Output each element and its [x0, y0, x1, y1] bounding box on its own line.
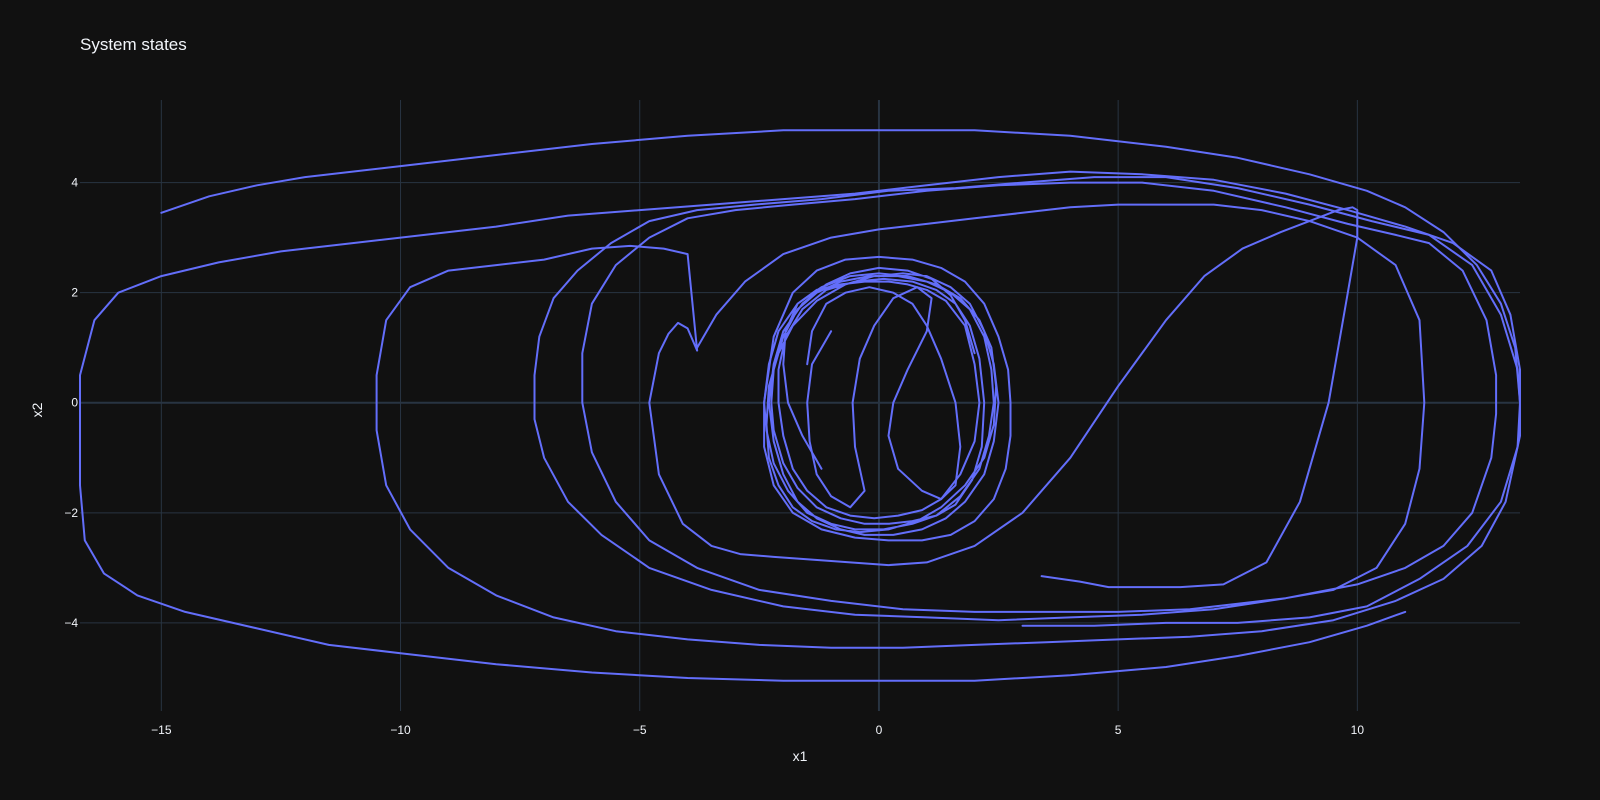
tick-labels: −15 −10 −5 0 5 10 −4 −2 0 2 4: [64, 176, 1364, 737]
y-tick-label: −2: [64, 506, 78, 520]
series-line: [763, 266, 1000, 536]
series-line: [160, 129, 1521, 404]
x-tick-label: 0: [876, 723, 883, 737]
series-line: [763, 255, 1012, 542]
series-line: [79, 170, 1521, 682]
series-line: [648, 206, 1359, 589]
y-tick-label: 4: [71, 176, 78, 190]
y-tick-label: 0: [71, 396, 78, 410]
trace-layer: [79, 129, 1521, 682]
x-tick-label: −15: [151, 723, 172, 737]
x-axis-title: x1: [793, 748, 808, 764]
x-tick-label: −10: [390, 723, 411, 737]
series-line: [806, 286, 962, 509]
x-tick-label: 5: [1115, 723, 1122, 737]
x-tick-label: 10: [1351, 723, 1365, 737]
y-tick-label: 2: [71, 286, 78, 300]
grid: [80, 100, 1520, 711]
x-tick-label: −5: [633, 723, 647, 737]
y-axis-title: x2: [29, 402, 45, 417]
y-tick-label: −4: [64, 616, 78, 630]
chart-title: System states: [80, 35, 187, 54]
